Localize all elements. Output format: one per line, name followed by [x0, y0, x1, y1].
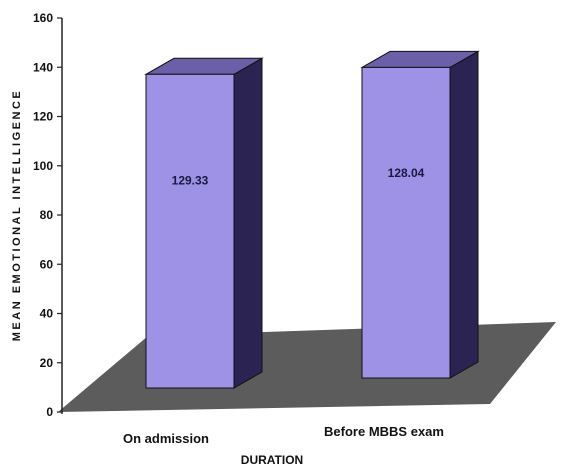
- x-tick-label: On admission: [123, 431, 209, 446]
- x-axis-title: DURATION: [241, 453, 303, 467]
- y-tick-label: 80: [40, 208, 54, 222]
- bar: 128.04: [360, 50, 480, 379]
- y-tick-label: 60: [40, 257, 54, 271]
- y-axis-title: MEAN EMOTIONAL INTELLIGENCE: [11, 89, 23, 341]
- bar-side: [449, 50, 479, 379]
- x-tick-label: Before MBBS exam: [324, 424, 444, 439]
- y-tick-label: 100: [33, 159, 53, 173]
- y-axis-ticks: 0 20 40 60 80 100 120 140 160: [33, 11, 62, 419]
- bar-front: [145, 73, 235, 389]
- bars: 129.33 128.04: [144, 50, 480, 389]
- y-tick-label: 120: [33, 110, 53, 124]
- y-tick-label: 0: [46, 405, 53, 419]
- y-tick-label: 20: [40, 356, 54, 370]
- bar-value-label: 129.33: [172, 174, 209, 188]
- bar-front: [361, 66, 451, 379]
- bar-side: [233, 57, 263, 389]
- y-tick-label: 40: [40, 307, 54, 321]
- y-tick-label: 160: [33, 11, 53, 25]
- y-tick-label: 140: [33, 60, 53, 74]
- chart-floor: [58, 322, 556, 412]
- x-axis-ticks: On admission Before MBBS exam: [123, 424, 444, 446]
- bar: 129.33: [144, 57, 264, 389]
- bar-value-label: 128.04: [388, 166, 425, 180]
